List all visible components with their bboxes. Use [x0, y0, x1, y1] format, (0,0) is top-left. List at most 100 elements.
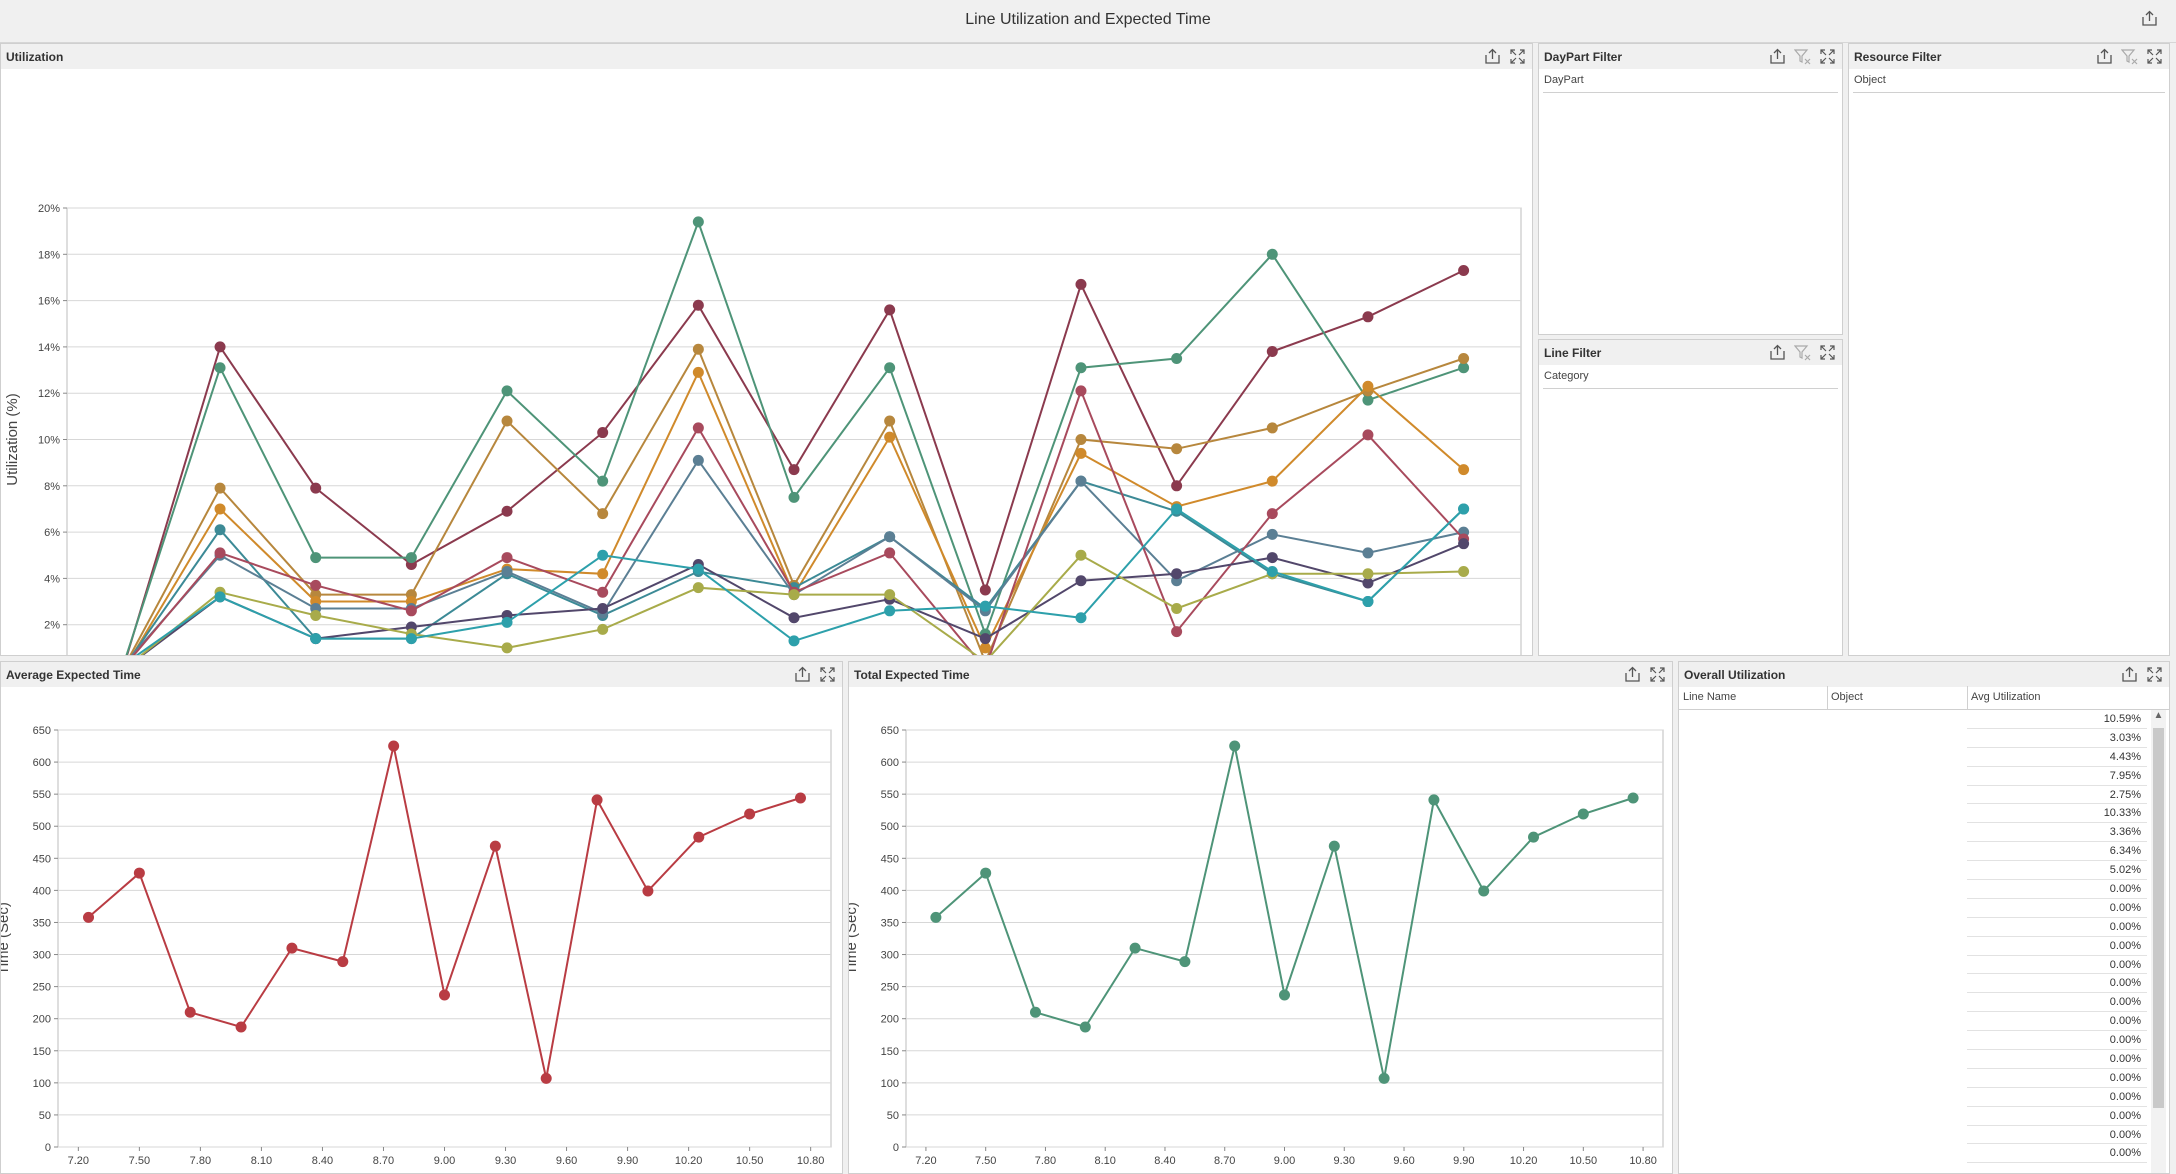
data-point	[405, 633, 417, 645]
y-tick-label: 300	[881, 950, 899, 962]
export-icon[interactable]	[1484, 48, 1501, 65]
y-tick-label: 100	[33, 1078, 51, 1090]
total-time-chart: 0 50 100 150 200 250 300 350 400 450 500 550 600 650 7…	[849, 725, 1664, 1167]
data-point	[1458, 503, 1470, 515]
column-header-object[interactable]: Object	[1831, 691, 1863, 703]
y-tick-label: 500	[33, 821, 51, 833]
avg-utilization-cell[interactable]: 0.00%	[1967, 899, 2147, 918]
data-point	[83, 911, 95, 923]
data-point	[1229, 740, 1241, 752]
data-point	[692, 299, 704, 311]
clear-filter-icon[interactable]	[1794, 48, 1811, 65]
daypart-list[interactable]	[1543, 92, 1838, 330]
export-icon[interactable]	[1769, 344, 1786, 361]
y-tick-label: 550	[881, 789, 899, 801]
avg-utilization-cell[interactable]: 0.00%	[1967, 1088, 2147, 1107]
data-point	[501, 552, 513, 564]
data-point	[884, 531, 896, 543]
export-icon[interactable]	[2121, 666, 2138, 683]
data-point	[693, 831, 705, 843]
panel-header: Utilization	[1, 44, 1532, 69]
avg-utilization-cell[interactable]: 3.36%	[1967, 823, 2147, 843]
export-icon[interactable]	[1769, 48, 1786, 65]
avg-utilization-cell[interactable]: 0.00%	[1967, 993, 2147, 1013]
maximize-icon[interactable]	[2146, 48, 2163, 65]
data-point	[310, 482, 322, 494]
maximize-icon[interactable]	[1509, 48, 1526, 65]
maximize-icon[interactable]	[2146, 666, 2163, 683]
avg-utilization-cell[interactable]: 0.00%	[1967, 1126, 2147, 1145]
x-tick-label: 9.00	[1274, 1155, 1295, 1167]
data-point	[692, 343, 704, 355]
maximize-icon[interactable]	[819, 666, 836, 683]
scroll-up-icon[interactable]: ▲	[2153, 710, 2164, 721]
panel-header: Overall Utilization	[1679, 662, 2169, 687]
data-point	[1362, 429, 1374, 441]
data-point	[1266, 346, 1278, 358]
avg-utilization-cell[interactable]: 10.33%	[1967, 804, 2147, 824]
data-point	[1362, 596, 1374, 608]
data-point	[1362, 311, 1374, 323]
export-icon[interactable]	[794, 666, 811, 683]
avg-utilization-cell[interactable]: 0.00%	[1967, 937, 2147, 956]
data-point	[214, 524, 226, 536]
data-point	[788, 635, 800, 647]
avg-utilization-cell[interactable]: 0.00%	[1967, 1031, 2147, 1051]
data-point	[1075, 434, 1087, 445]
y-tick-label: 600	[33, 757, 51, 769]
daypart-filter-panel: DayPart Filter DayPart	[1538, 43, 1843, 335]
avg-utilization-cell[interactable]: 5.02%	[1967, 861, 2147, 881]
y-axis-label: Time (Sec)	[849, 902, 860, 975]
data-point	[1458, 362, 1470, 374]
clear-filter-icon[interactable]	[2121, 48, 2138, 65]
scroll-thumb[interactable]	[2153, 728, 2164, 1108]
avg-utilization-cell[interactable]: 0.00%	[1967, 956, 2147, 975]
column-divider[interactable]	[1827, 686, 1828, 709]
avg-utilization-cell[interactable]: 7.95%	[1967, 767, 2147, 786]
avg-utilization-cell[interactable]: 3.03%	[1967, 729, 2147, 748]
clear-filter-icon[interactable]	[1794, 344, 1811, 361]
utilization-panel: Utilization 0%2%4%6%8%10%12%14%16%18%20%…	[0, 43, 1533, 656]
data-point	[597, 586, 609, 598]
avg-utilization-cell[interactable]: 0.00%	[1967, 880, 2147, 899]
data-point	[1458, 265, 1470, 277]
maximize-icon[interactable]	[1819, 48, 1836, 65]
plot-area	[57, 729, 832, 1148]
data-point	[1171, 480, 1183, 492]
avg-utilization-cell[interactable]: 0.00%	[1967, 1107, 2147, 1126]
avg-utilization-column: 10.59% 3.03% 4.43% 7.95% 2.75% 10.33% 3.36% 6.3…	[1967, 710, 2147, 1164]
data-point	[1029, 1006, 1041, 1018]
avg-utilization-cell[interactable]: 10.59%	[1967, 710, 2147, 729]
avg-utilization-cell[interactable]: 6.34%	[1967, 842, 2147, 862]
avg-utilization-cell[interactable]: 4.43%	[1967, 748, 2147, 767]
data-point	[642, 885, 654, 897]
avg-utilization-cell[interactable]: 0.00%	[1967, 918, 2147, 937]
data-point	[388, 740, 400, 752]
column-header-avg-utilization[interactable]: Avg Utilization	[1971, 691, 2041, 703]
maximize-icon[interactable]	[1649, 666, 1666, 683]
avg-utilization-cell[interactable]: 0.00%	[1967, 1012, 2147, 1032]
maximize-icon[interactable]	[1819, 344, 1836, 361]
data-point	[692, 582, 704, 594]
panel-title: Resource Filter	[1854, 50, 1942, 64]
export-icon[interactable]	[1624, 666, 1641, 683]
category-list[interactable]	[1543, 388, 1838, 651]
data-point	[1075, 278, 1087, 290]
data-point	[439, 989, 450, 1001]
avg-utilization-cell[interactable]: 0.00%	[1967, 974, 2147, 994]
avg-utilization-cell[interactable]: 0.00%	[1967, 1144, 2147, 1164]
object-list[interactable]	[1853, 92, 2165, 651]
data-point	[884, 362, 896, 374]
data-point	[1075, 475, 1087, 487]
export-icon[interactable]	[2096, 48, 2113, 65]
column-divider[interactable]	[1967, 686, 1968, 709]
column-header-line-name[interactable]: Line Name	[1683, 691, 1737, 703]
avg-utilization-cell[interactable]: 0.00%	[1967, 1069, 2147, 1088]
data-point	[692, 216, 704, 228]
vertical-scrollbar[interactable]: ▲	[2151, 710, 2166, 1173]
data-point	[884, 605, 896, 617]
avg-utilization-cell[interactable]: 0.00%	[1967, 1050, 2147, 1069]
avg-utilization-cell[interactable]: 2.75%	[1967, 786, 2147, 805]
data-point	[1079, 1021, 1091, 1033]
export-icon[interactable]	[2141, 10, 2158, 27]
